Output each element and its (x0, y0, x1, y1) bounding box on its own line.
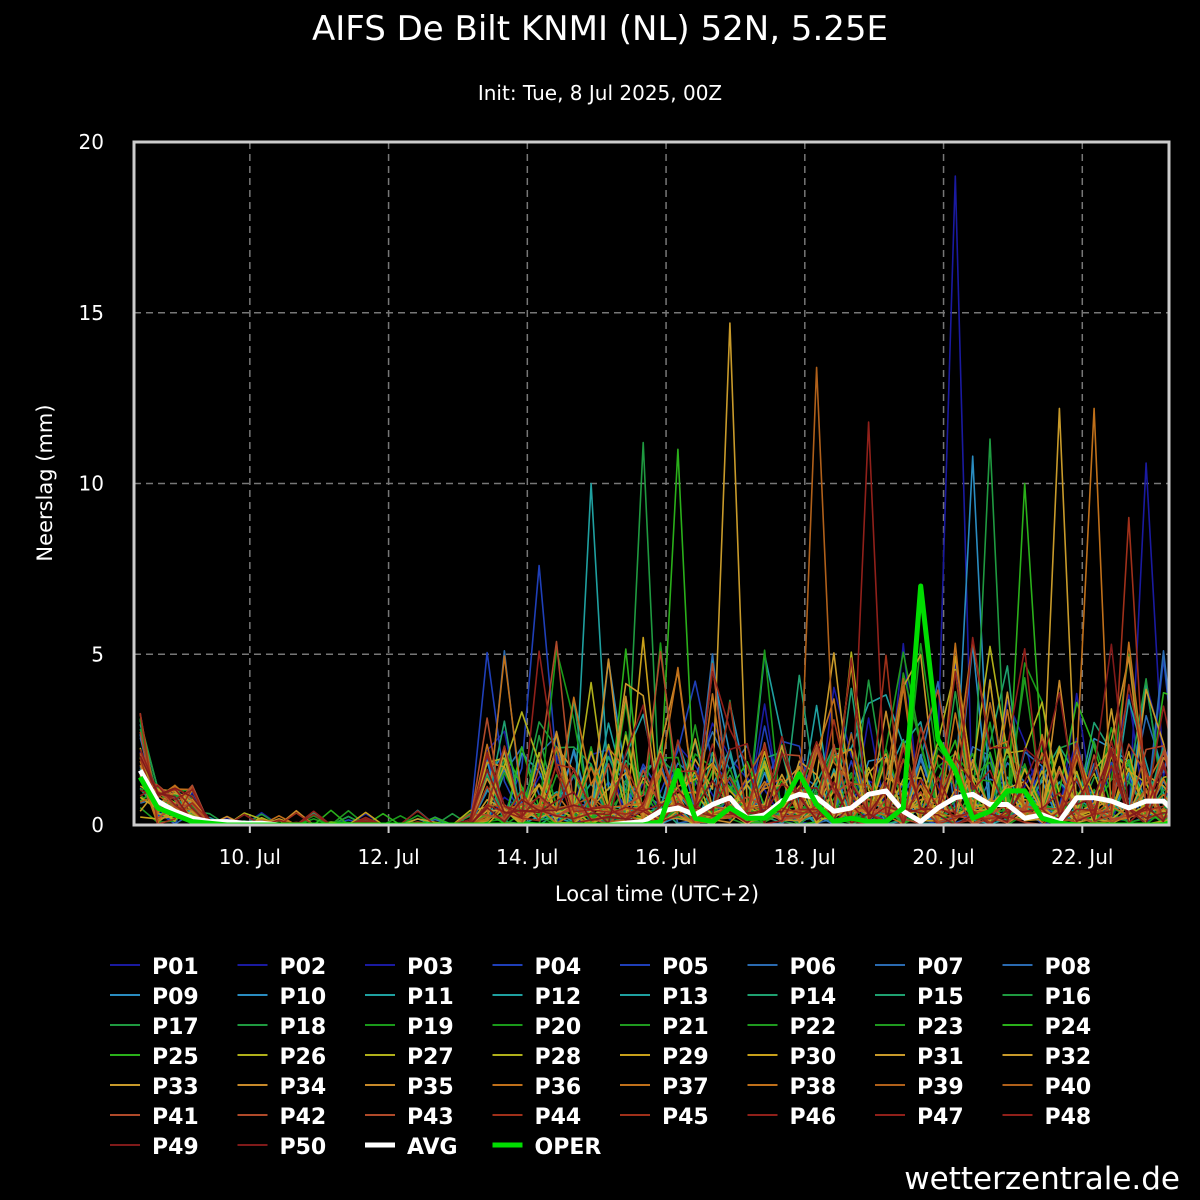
legend-label-p25: P25 (152, 1045, 199, 1070)
member-line-p49 (139, 643, 1169, 825)
x-tick-label: 18. Jul (774, 845, 836, 869)
legend-label-p18: P18 (280, 1015, 327, 1040)
credit-text: wetterzentrale.de (904, 1161, 1180, 1197)
legend-label-p09: P09 (152, 985, 199, 1010)
x-tick-label: 10. Jul (219, 845, 281, 869)
grid (134, 142, 1169, 825)
legend-label-p42: P42 (280, 1105, 327, 1130)
chart-title: AIFS De Bilt KNMI (NL) 52N, 5.25E (312, 9, 888, 49)
legend-label-p44: P44 (535, 1105, 582, 1130)
legend-label-p46: P46 (790, 1105, 837, 1130)
x-tick-label: 22. Jul (1051, 845, 1113, 869)
legend-label-p48: P48 (1045, 1105, 1092, 1130)
legend-label-p01: P01 (152, 955, 199, 980)
legend-label-p45: P45 (662, 1105, 709, 1130)
ensemble-members (139, 175, 1169, 825)
y-tick-label: 20 (79, 130, 104, 154)
oper-line (138, 583, 1169, 825)
legend-label-p07: P07 (917, 955, 964, 980)
y-tick-label: 0 (91, 813, 104, 837)
legend-label-p50: P50 (280, 1135, 327, 1160)
legend-label-p10: P10 (280, 985, 327, 1010)
legend-label-p43: P43 (407, 1105, 454, 1130)
legend-label-p26: P26 (280, 1045, 327, 1070)
chart-subtitle: Init: Tue, 8 Jul 2025, 00Z (478, 81, 722, 105)
member-line-p45 (139, 516, 1169, 825)
legend-label-p36: P36 (535, 1075, 582, 1100)
legend-label-p02: P02 (280, 955, 327, 980)
legend-label-p05: P05 (662, 955, 709, 980)
legend-label-p17: P17 (152, 1015, 199, 1040)
legend-label-p21: P21 (662, 1015, 709, 1040)
legend-label-p47: P47 (917, 1105, 964, 1130)
y-axis-label: Neerslag (mm) (33, 404, 57, 561)
avg-series (138, 769, 1169, 825)
legend-label-p41: P41 (152, 1105, 199, 1130)
legend-label-p38: P38 (790, 1075, 837, 1100)
legend-label-p27: P27 (407, 1045, 454, 1070)
legend-label-p13: P13 (662, 985, 709, 1010)
legend-label-p32: P32 (1045, 1045, 1092, 1070)
legend-label-p06: P06 (790, 955, 837, 980)
x-tick-label: 14. Jul (496, 845, 558, 869)
legend: P01 P02 P03 P04 P05 P06 P07 P08 P09 P10 P11 P12 P13 P… (110, 955, 1091, 1160)
legend-label-p31: P31 (917, 1045, 964, 1070)
legend-label-p40: P40 (1045, 1075, 1092, 1100)
legend-label-p16: P16 (1045, 985, 1092, 1010)
legend-label-p14: P14 (790, 985, 837, 1010)
y-tick-label: 15 (79, 301, 104, 325)
y-tick-label: 10 (79, 472, 104, 496)
legend-label-p29: P29 (662, 1045, 709, 1070)
oper-series (138, 583, 1169, 825)
legend-label-oper: OPER (535, 1135, 602, 1160)
legend-label-p08: P08 (1045, 955, 1092, 980)
legend-label-p19: P19 (407, 1015, 454, 1040)
legend-label-p03: P03 (407, 955, 454, 980)
legend-label-p23: P23 (917, 1015, 964, 1040)
legend-label-p49: P49 (152, 1135, 199, 1160)
member-line-p32 (139, 322, 1169, 825)
legend-label-avg: AVG (407, 1135, 458, 1160)
legend-label-p30: P30 (790, 1045, 837, 1070)
legend-label-p37: P37 (662, 1075, 709, 1100)
x-axis-label: Local time (UTC+2) (555, 882, 759, 906)
avg-line (138, 769, 1169, 825)
x-tick-label: 20. Jul (912, 845, 974, 869)
legend-label-p04: P04 (535, 955, 582, 980)
legend-label-p33: P33 (152, 1075, 199, 1100)
legend-label-p39: P39 (917, 1075, 964, 1100)
x-tick-label: 12. Jul (357, 845, 419, 869)
legend-label-p35: P35 (407, 1075, 454, 1100)
legend-label-p28: P28 (535, 1045, 582, 1070)
legend-label-p22: P22 (790, 1015, 837, 1040)
y-axis-ticks: 0 5 10 15 20 (79, 130, 104, 837)
member-line-p44 (139, 683, 1169, 825)
legend-label-p12: P12 (535, 985, 582, 1010)
member-line-p41 (139, 650, 1169, 825)
legend-label-p11: P11 (407, 985, 454, 1010)
member-line-p50 (139, 691, 1169, 825)
legend-label-p20: P20 (535, 1015, 582, 1040)
y-tick-label: 5 (91, 642, 104, 666)
legend-label-p15: P15 (917, 985, 964, 1010)
x-tick-label: 16. Jul (635, 845, 697, 869)
legend-label-p34: P34 (280, 1075, 327, 1100)
plot-frame (132, 140, 1171, 827)
legend-label-p24: P24 (1045, 1015, 1092, 1040)
x-axis-ticks: 10. Jul 12. Jul 14. Jul 16. Jul 18. Jul 20. J… (219, 825, 1113, 869)
